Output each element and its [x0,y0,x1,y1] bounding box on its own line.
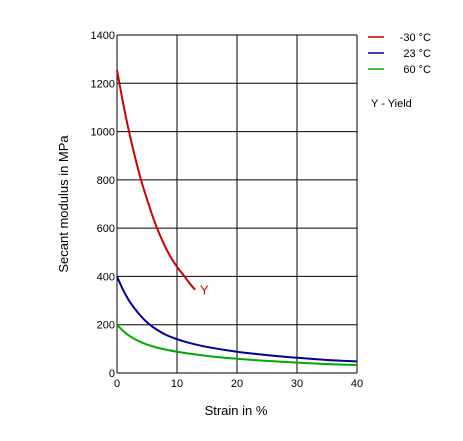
x-axis-title: Strain in % [205,403,268,418]
y-axis-title: Secant modulus in MPa [56,135,71,273]
legend: -30 °C 23 °C 60 °C [368,32,431,76]
yield-note: Y - Yield [371,98,412,110]
series-line-2 [116,324,358,367]
y-tick-label-7: 1400 [91,30,115,42]
x-tick-label-4: 40 [351,378,363,390]
series-line-0 [116,69,196,291]
y-tick-label-1: 200 [97,320,115,332]
yield-marker-label: Y [200,283,209,298]
legend-label-0: -30 °C [400,32,431,44]
x-tick-label-0: 0 [114,378,120,390]
series-layer: Y [116,69,358,367]
x-tick-label-2: 20 [231,378,243,390]
y-tick-label-4: 800 [97,175,115,187]
y-tick-label-2: 400 [97,271,115,283]
y-tick-label-6: 1200 [91,78,115,90]
x-tick-label-3: 30 [291,378,303,390]
y-tick-label-0: 0 [109,368,115,380]
series-line-1 [116,276,358,363]
y-tick-label-3: 600 [97,223,115,235]
y-tick-label-5: 1000 [91,127,115,139]
x-tick-label-1: 10 [171,378,183,390]
legend-label-1: 23 °C [403,48,431,60]
legend-label-2: 60 °C [403,64,431,76]
